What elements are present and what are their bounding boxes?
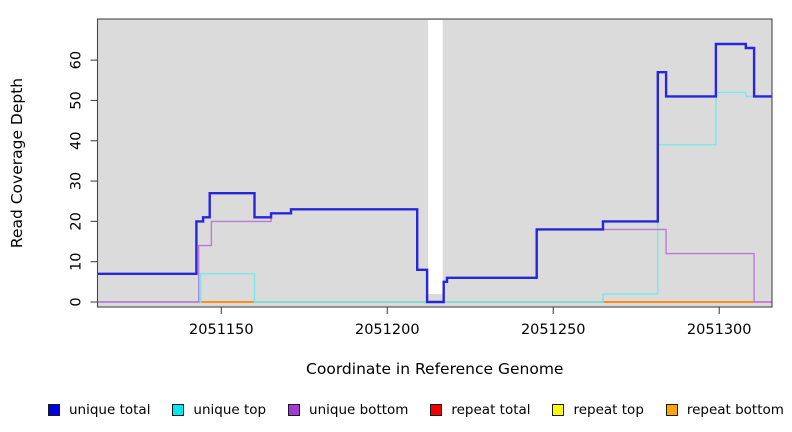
y-tick-label: 0 (69, 297, 85, 306)
coverage-chart-svg: 2051150 2051200 2051250 2051300 0 10 20 30 40 50 6… (8, 18, 773, 378)
x-tick-label: 2051300 (687, 322, 752, 338)
legend-item-repeat-total: repeat total (430, 402, 531, 418)
unique-bottom-swatch-icon (288, 404, 301, 416)
legend-item-unique-total: unique total (48, 402, 150, 418)
y-axis-title: Read Coverage Depth (8, 78, 26, 248)
legend-item-unique-bottom: unique bottom (288, 402, 408, 418)
y-tick-label: 20 (69, 212, 85, 230)
legend-label: repeat total (451, 402, 531, 418)
coverage-plot: 2051150 2051200 2051250 2051300 0 10 20 30 40 50 6… (8, 18, 773, 378)
legend-label: repeat bottom (686, 402, 784, 418)
plot-border (96, 18, 773, 308)
unique-total-swatch-icon (48, 404, 60, 416)
legend-label: unique top (193, 402, 267, 418)
legend-label: unique total (69, 402, 151, 418)
series-unique-top (97, 91, 772, 303)
series-unique-total (97, 42, 772, 304)
x-tick-label: 2051150 (189, 322, 254, 338)
chart-legend: unique total unique top unique bottom re… (48, 399, 784, 421)
legend-label: repeat top (573, 402, 644, 418)
legend-label: unique bottom (309, 402, 409, 418)
legend-item-unique-top: unique top (172, 402, 266, 418)
repeat-total-swatch-icon (430, 404, 443, 416)
legend-item-repeat-top: repeat top (552, 402, 644, 418)
masked-region (428, 20, 443, 294)
repeat-bottom-swatch-icon (665, 404, 678, 416)
x-axis-title: Coordinate in Reference Genome (306, 360, 563, 378)
x-tick-label: 2051250 (521, 322, 586, 338)
y-tick-label: 50 (69, 91, 85, 109)
repeat-top-swatch-icon (552, 404, 565, 416)
y-tick-label: 30 (69, 172, 85, 190)
y-tick-label: 40 (69, 132, 85, 150)
unique-top-swatch-icon (172, 404, 185, 416)
legend-item-repeat-bottom: repeat bottom (665, 402, 784, 418)
y-tick-label: 60 (69, 51, 85, 69)
y-tick-label: 10 (69, 252, 85, 270)
x-tick-label: 2051200 (355, 322, 420, 338)
